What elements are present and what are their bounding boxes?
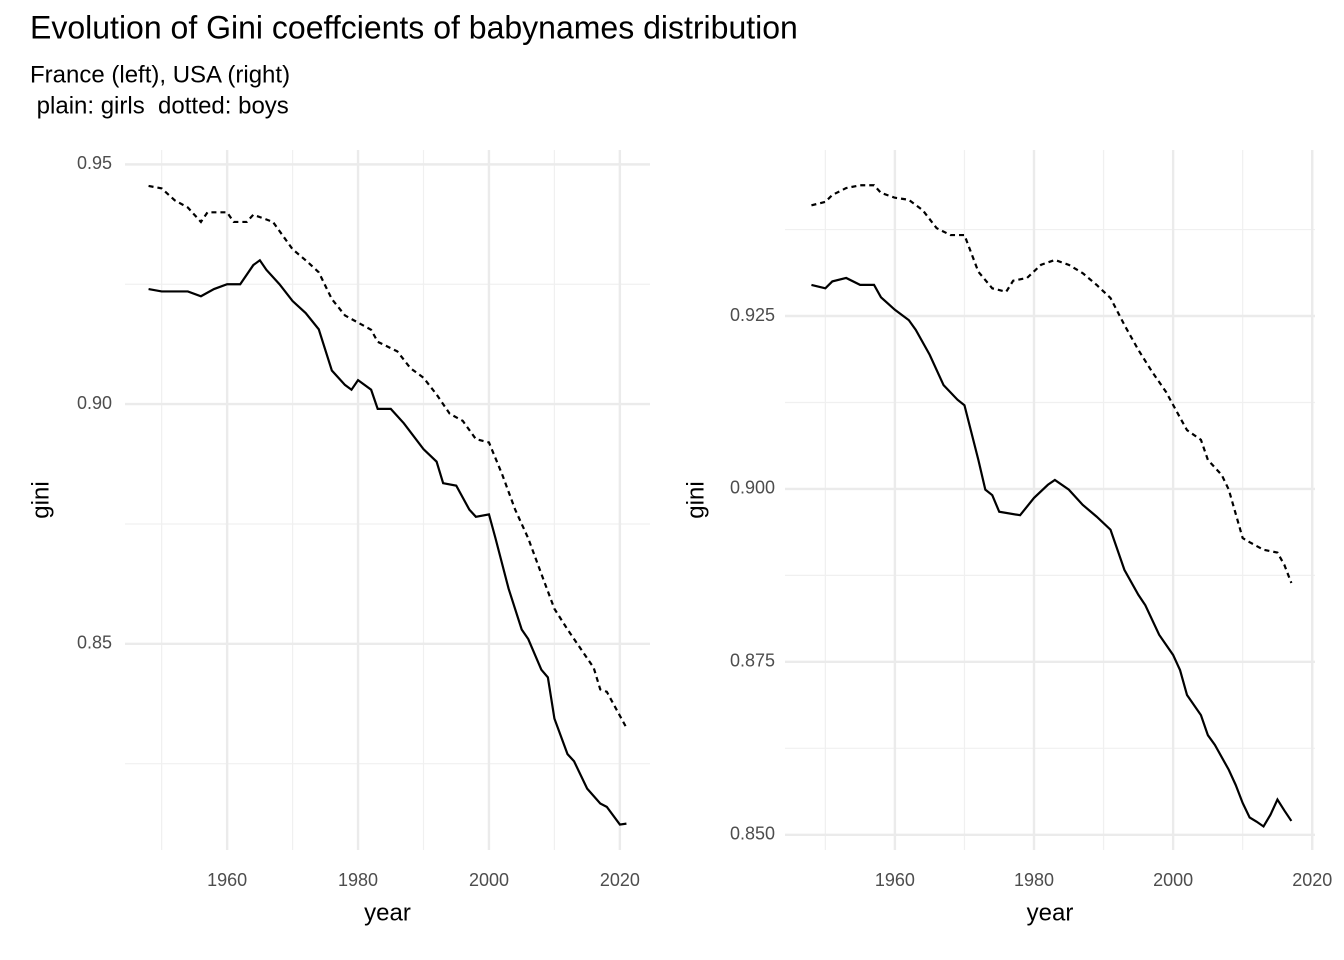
y-tick-label: 0.925 <box>730 305 775 325</box>
y-tick-label: 0.90 <box>77 393 112 413</box>
x-axis-title: year <box>364 899 411 926</box>
chart-subtitle: plain: girls dotted: boys <box>30 92 289 119</box>
x-tick-label: 2000 <box>469 870 509 890</box>
x-tick-label: 1980 <box>338 870 378 890</box>
y-tick-label: 0.900 <box>730 478 775 498</box>
x-axis-title: year <box>1027 899 1074 926</box>
x-tick-label: 2000 <box>1153 870 1193 890</box>
line <box>148 184 628 729</box>
y-axis-title: gini <box>27 481 54 518</box>
x-tick-label: 2020 <box>1292 870 1332 890</box>
y-tick-label: 0.850 <box>730 824 775 844</box>
chart-subtitle: France (left), USA (right) <box>30 61 290 88</box>
chart-title: Evolution of Gini coeffcients of babynam… <box>30 9 798 45</box>
y-tick-label: 0.95 <box>77 153 112 173</box>
y-tick-label: 0.875 <box>730 651 775 671</box>
line <box>811 184 1293 584</box>
x-tick-label: 2020 <box>600 870 640 890</box>
y-axis-title: gini <box>682 481 709 518</box>
line <box>811 276 1293 829</box>
line <box>148 258 627 826</box>
y-tick-label: 0.85 <box>77 633 112 653</box>
x-tick-label: 1960 <box>875 870 915 890</box>
x-tick-label: 1980 <box>1014 870 1054 890</box>
x-tick-label: 1960 <box>207 870 247 890</box>
